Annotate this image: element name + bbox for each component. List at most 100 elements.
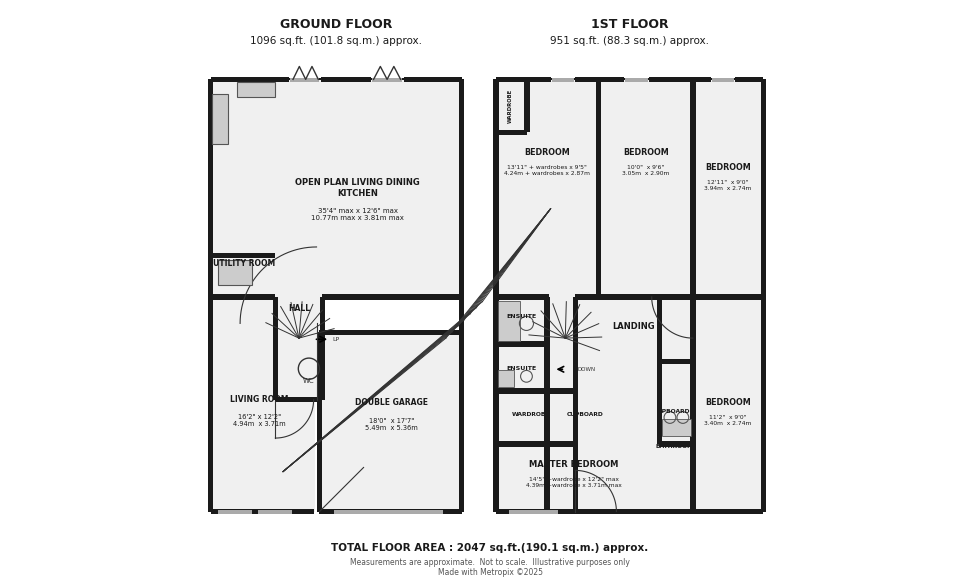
Bar (496, 295, 549, 300)
Text: ENSUITE: ENSUITE (506, 366, 536, 371)
Text: BEDROOM: BEDROOM (706, 163, 751, 172)
Bar (510, 510, 558, 514)
Text: WARDROBE: WARDROBE (508, 89, 513, 123)
Bar (524, 79, 529, 132)
Bar (710, 78, 735, 81)
Text: DOUBLE GARAGE: DOUBLE GARAGE (355, 398, 427, 407)
Text: BEDROOM: BEDROOM (524, 148, 570, 158)
Text: Measurements are approximate.  Not to scale.  Illustrative purposes only: Measurements are approximate. Not to sca… (350, 557, 630, 567)
Bar (237, 82, 275, 97)
Bar (319, 297, 325, 400)
Bar (213, 94, 227, 144)
Text: 11'2"  x 9'0"
3.40m  x 2.74m: 11'2" x 9'0" 3.40m x 2.74m (705, 415, 752, 426)
Bar (493, 79, 499, 512)
Bar (496, 342, 547, 347)
Bar (275, 397, 322, 403)
Text: HALL: HALL (288, 304, 310, 313)
Bar (289, 78, 321, 81)
Text: DOWN: DOWN (577, 367, 595, 372)
Text: GROUND FLOOR: GROUND FLOOR (279, 18, 392, 31)
Text: LANDING: LANDING (612, 322, 656, 331)
Text: OPEN PLAN LIVING DINING
KITCHEN: OPEN PLAN LIVING DINING KITCHEN (295, 179, 420, 198)
Bar (213, 297, 316, 512)
Text: CUPBOARD: CUPBOARD (566, 412, 604, 417)
Bar (459, 297, 465, 512)
Bar (317, 332, 322, 512)
Bar (496, 79, 763, 297)
Text: ENSUITE: ENSUITE (506, 314, 536, 319)
Bar (219, 510, 253, 514)
Bar (319, 332, 461, 512)
Text: UTILITY ROOM: UTILITY ROOM (213, 259, 275, 268)
Bar (372, 78, 402, 82)
Bar (552, 78, 574, 82)
Bar (547, 389, 575, 394)
Bar (459, 79, 465, 297)
Bar (371, 78, 404, 81)
Text: LP: LP (332, 337, 339, 342)
Bar (660, 359, 693, 365)
Text: 35'4" max x 12'6" max
10.77m max x 3.81m max: 35'4" max x 12'6" max 10.77m max x 3.81m… (312, 208, 404, 221)
Bar (657, 297, 662, 444)
Text: 13'11" + wardrobes x 9'5"
4.24m + wardrobes x 2.87m: 13'11" + wardrobes x 9'5" 4.24m + wardro… (504, 165, 590, 176)
Bar (760, 79, 766, 512)
Text: LIVING ROOM: LIVING ROOM (230, 395, 289, 405)
Bar (219, 260, 253, 285)
Bar (319, 509, 462, 514)
Bar (275, 297, 322, 400)
Bar (575, 77, 624, 82)
Bar (625, 78, 648, 82)
Text: 1096 sq.ft. (101.8 sq.m.) approx.: 1096 sq.ft. (101.8 sq.m.) approx. (250, 36, 422, 46)
Bar (624, 78, 649, 81)
Bar (735, 77, 763, 82)
Bar (572, 297, 578, 512)
Text: WC: WC (303, 378, 315, 384)
Bar (498, 301, 520, 341)
Text: 16'2" x 12'2"
4.94m  x 3.71m: 16'2" x 12'2" 4.94m x 3.71m (233, 414, 286, 427)
Bar (498, 370, 514, 387)
Bar (496, 297, 763, 512)
Bar (321, 77, 371, 82)
Bar (544, 297, 550, 391)
Text: BEDROOM: BEDROOM (623, 148, 668, 158)
Bar (551, 78, 575, 81)
Bar (690, 297, 696, 512)
Bar (496, 509, 763, 514)
Bar (319, 329, 462, 335)
Bar (258, 510, 292, 514)
Bar (575, 295, 763, 300)
Bar (211, 253, 275, 259)
Bar (290, 78, 319, 82)
Bar (662, 419, 691, 436)
Text: TOTAL FLOOR AREA : 2047 sq.ft.(190.1 sq.m.) approx.: TOTAL FLOOR AREA : 2047 sq.ft.(190.1 sq.… (331, 543, 649, 553)
Bar (596, 79, 602, 297)
Bar (649, 77, 710, 82)
Bar (272, 297, 278, 400)
Bar (211, 295, 275, 300)
Text: Made with Metropix ©2025: Made with Metropix ©2025 (437, 568, 543, 577)
Bar (211, 509, 314, 514)
Bar (496, 130, 527, 135)
Text: MASTER BEDROOM: MASTER BEDROOM (529, 460, 618, 469)
Bar (404, 77, 462, 82)
Text: 1ST FLOOR: 1ST FLOOR (591, 18, 668, 31)
Bar (375, 510, 390, 514)
Bar (711, 78, 734, 82)
Bar (496, 389, 547, 394)
Bar (544, 391, 550, 512)
Text: 14'5" +wardrobe x 12'2" max
4.39m +wardrobe x 3.71m max: 14'5" +wardrobe x 12'2" max 4.39m +wardr… (526, 477, 622, 487)
Bar (334, 510, 443, 514)
Text: 12'11"  x 9'0"
3.94m  x 2.74m: 12'11" x 9'0" 3.94m x 2.74m (705, 180, 752, 191)
Bar (496, 77, 551, 82)
Text: UPBOARD: UPBOARD (658, 409, 690, 414)
Bar (213, 79, 461, 297)
Bar (496, 441, 575, 447)
Bar (660, 441, 693, 447)
Bar (211, 77, 289, 82)
Bar (690, 79, 696, 297)
Text: WARDROBE: WARDROBE (512, 412, 551, 417)
Bar (208, 79, 214, 512)
Text: BATHROOM: BATHROOM (655, 445, 693, 449)
Text: 10'0"  x 9'6"
3.05m  x 2.90m: 10'0" x 9'6" 3.05m x 2.90m (622, 165, 669, 176)
Text: 951 sq.ft. (88.3 sq.m.) approx.: 951 sq.ft. (88.3 sq.m.) approx. (551, 36, 710, 46)
